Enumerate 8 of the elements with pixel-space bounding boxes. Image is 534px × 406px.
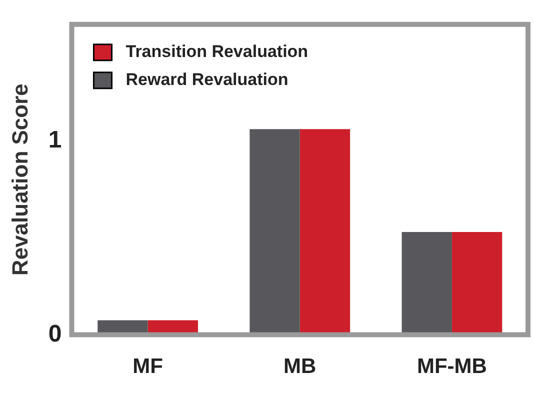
x-tick-label: MF-MB	[416, 355, 487, 378]
legend-label: Transition Revaluation	[126, 42, 308, 62]
y-axis-title: Revaluation Score	[7, 84, 32, 276]
legend-label: Reward Revaluation	[126, 70, 288, 90]
x-tick-label: MB	[284, 355, 316, 378]
y-tick-label: 1	[48, 126, 62, 154]
y-tick-label: 0	[48, 320, 62, 348]
x-tick-label: MF	[132, 355, 164, 378]
